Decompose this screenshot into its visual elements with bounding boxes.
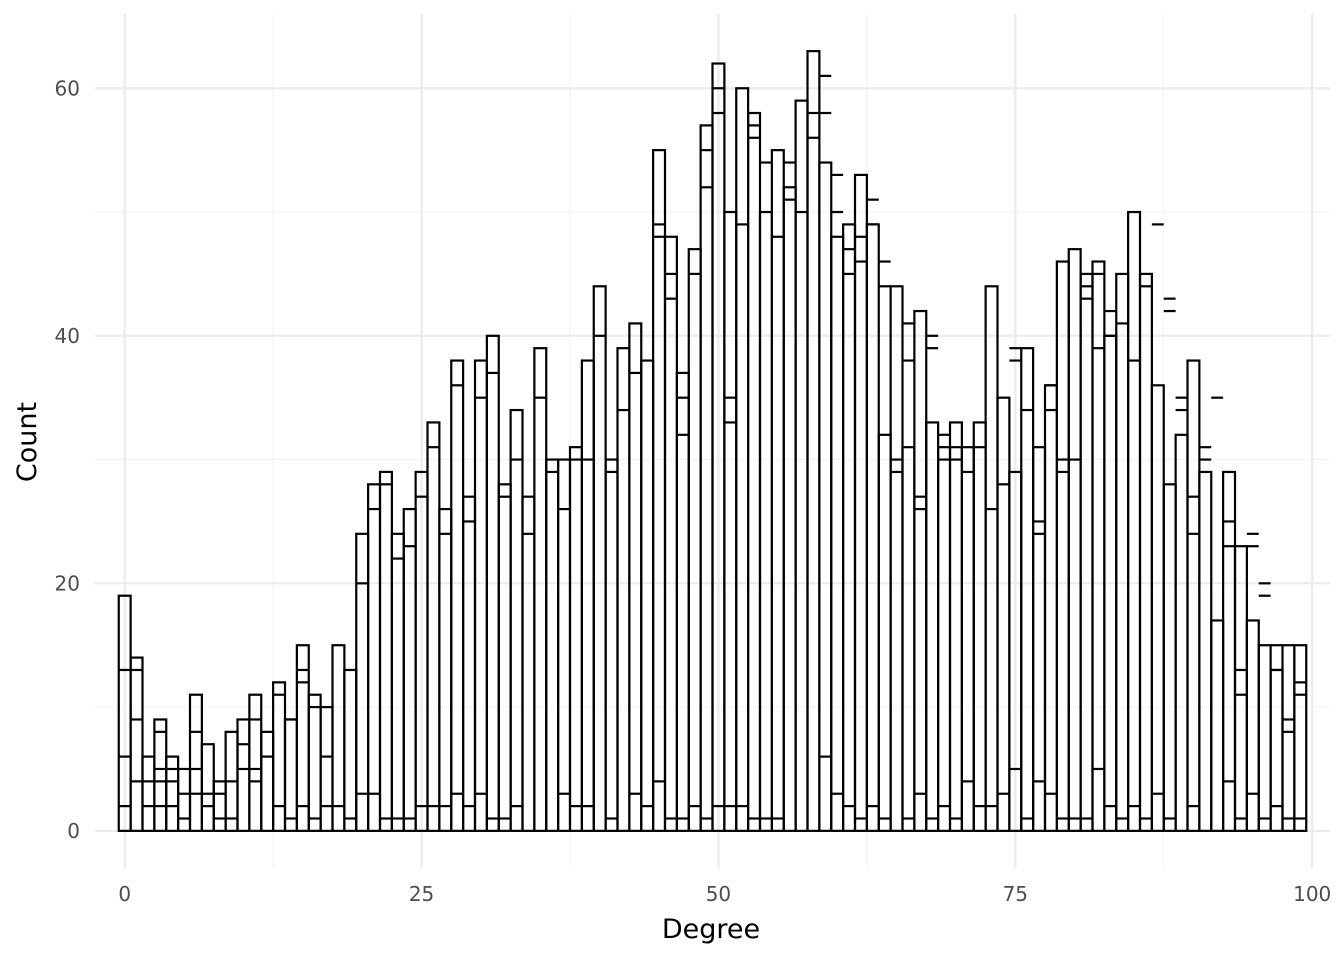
- y-axis-ticks: 0 20 40 60: [55, 76, 80, 843]
- y-tick-label: 20: [55, 571, 80, 595]
- y-tick-label: 0: [67, 819, 80, 843]
- y-tick-label: 60: [55, 76, 80, 100]
- histogram-bin: [1293, 644, 1308, 832]
- histogram-bar: [129, 656, 144, 832]
- histogram-bin: [129, 656, 144, 832]
- x-tick-label: 0: [118, 882, 131, 906]
- histogram-bar: [1293, 644, 1308, 832]
- x-axis-ticks: 0 25 50 75 100: [118, 882, 1331, 906]
- histogram-bars: [117, 50, 1308, 832]
- x-tick-label: 50: [706, 882, 731, 906]
- y-axis-title: Count: [12, 402, 43, 482]
- x-tick-label: 25: [409, 882, 434, 906]
- x-tick-label: 100: [1293, 882, 1331, 906]
- y-tick-label: 40: [55, 324, 80, 348]
- x-tick-label: 75: [1003, 882, 1028, 906]
- x-axis-title: Degree: [662, 914, 760, 945]
